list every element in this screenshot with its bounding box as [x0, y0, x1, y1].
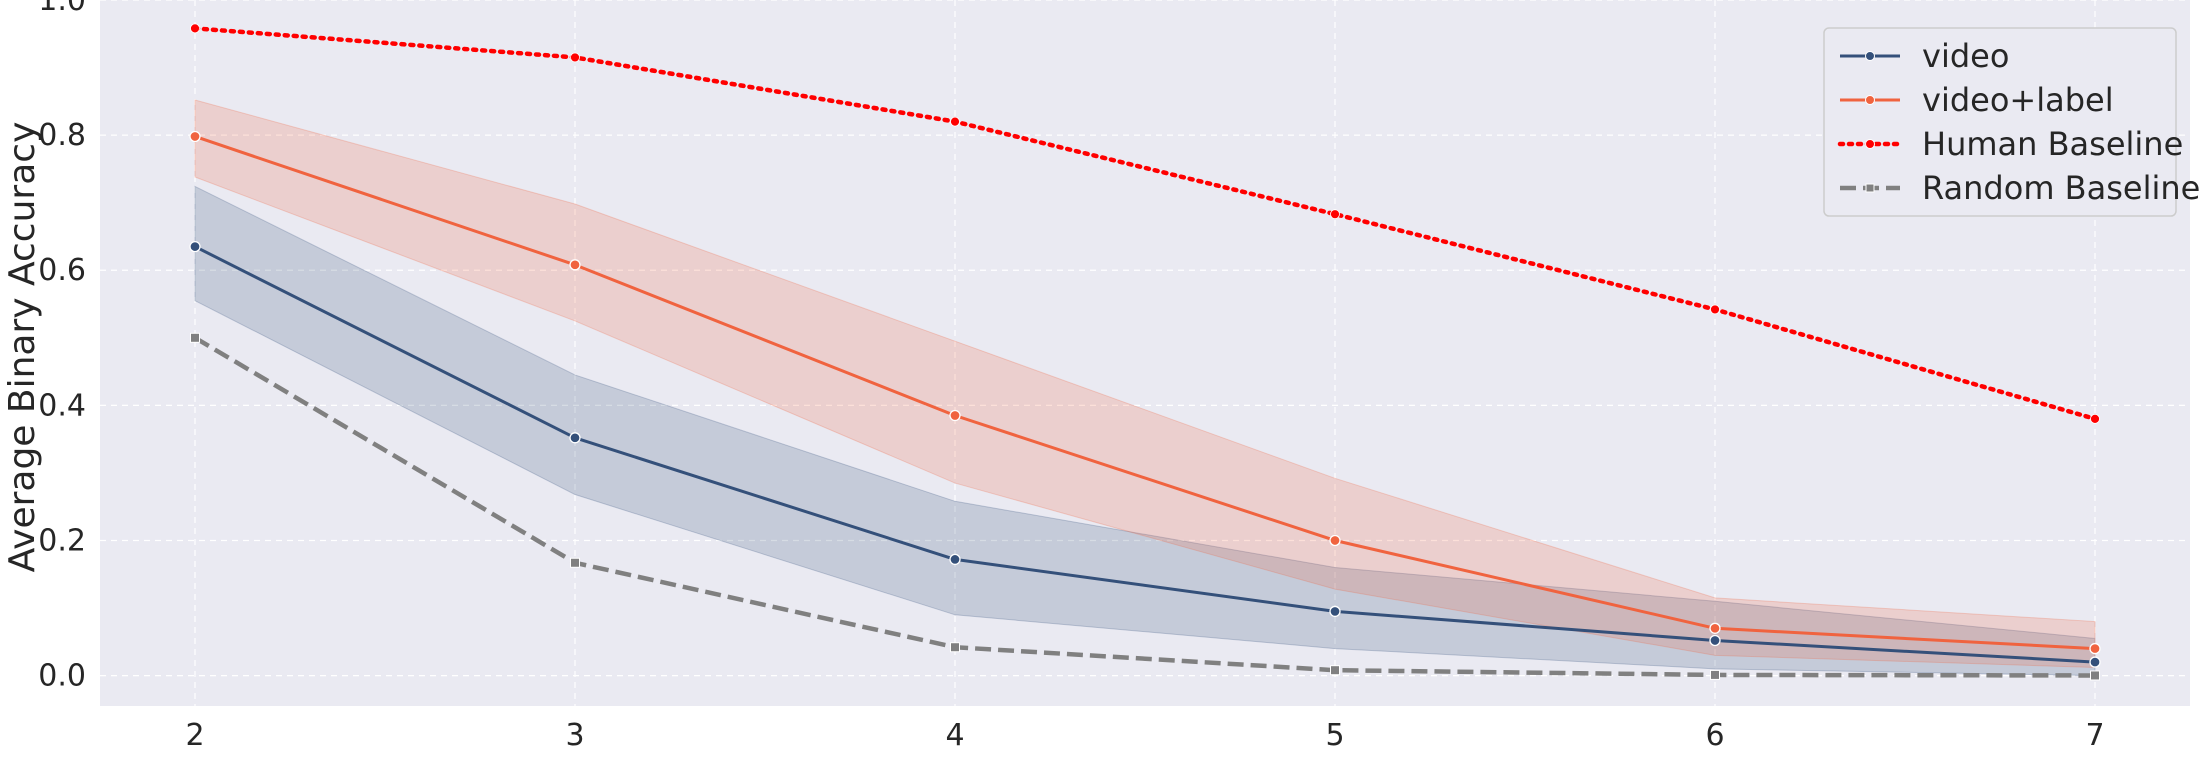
random-baseline-point [190, 332, 200, 343]
human-baseline-point [570, 52, 580, 63]
tick-labels: 2 3 4 5 6 7 0.0 0.2 0.4 0.6 0.8 1.0 [38, 0, 2104, 753]
video-label-point [2089, 642, 2101, 655]
random-baseline-legend-label: Random Baseline [1922, 169, 2200, 207]
video-label-point [949, 409, 961, 422]
random-baseline-legend-marker [1865, 183, 1875, 193]
video-label-legend-marker [1865, 95, 1875, 105]
random-baseline-point [950, 642, 960, 653]
random-baseline-point [1330, 665, 1340, 676]
video-point [569, 432, 581, 444]
human-baseline-point [1330, 209, 1340, 220]
y-axis-label: Average Binary Accuracy [2, 122, 43, 573]
random-baseline-line [193, 335, 2096, 678]
y-tick-label: 0.6 [38, 253, 86, 288]
video-label-point [569, 259, 581, 271]
series-markers [189, 23, 2101, 681]
x-tick-label: 4 [945, 718, 964, 753]
y-tick-label: 0.0 [38, 659, 86, 694]
x-tick-label: 3 [565, 718, 584, 753]
video-label-point [1329, 534, 1341, 547]
video-point [189, 240, 201, 253]
x-tick-label: 5 [1325, 718, 1344, 753]
video-label-legend-label: video+label [1922, 81, 2114, 119]
human-baseline-point [1710, 304, 1720, 315]
y-tick-label: 0.8 [38, 118, 86, 153]
video-label-point [1709, 622, 1721, 634]
y-tick-label: 1.0 [38, 0, 86, 18]
x-tick-label: 2 [185, 718, 204, 753]
human-baseline-point [2090, 413, 2100, 424]
random-baseline-point [1710, 669, 1720, 680]
legend: video video+label Human Baseline Random Bas… [1823, 27, 2200, 217]
legend-box [1823, 27, 2177, 217]
human-baseline-line [192, 26, 2098, 422]
video-point [949, 553, 961, 566]
random-baseline-point [570, 557, 580, 568]
random-baseline-point [2090, 670, 2100, 681]
human-baseline-legend-marker [1865, 139, 1875, 149]
series-lines [192, 26, 2098, 678]
video-point [1709, 634, 1721, 647]
y-tick-label: 0.4 [38, 388, 86, 423]
video-line [194, 245, 2096, 664]
human-baseline-point [950, 116, 960, 127]
video-label-line [194, 135, 2096, 651]
x-tick-label: 7 [2085, 718, 2104, 753]
video-label-point [189, 130, 201, 143]
human-baseline-point [190, 23, 200, 34]
video-legend-label: video [1922, 37, 2009, 75]
x-tick-label: 6 [1705, 718, 1724, 753]
video-legend-marker [1865, 51, 1875, 61]
video-point [1329, 605, 1341, 618]
human-baseline-legend-label: Human Baseline [1922, 125, 2183, 163]
y-tick-label: 0.2 [38, 523, 86, 558]
video-point [2089, 656, 2101, 668]
